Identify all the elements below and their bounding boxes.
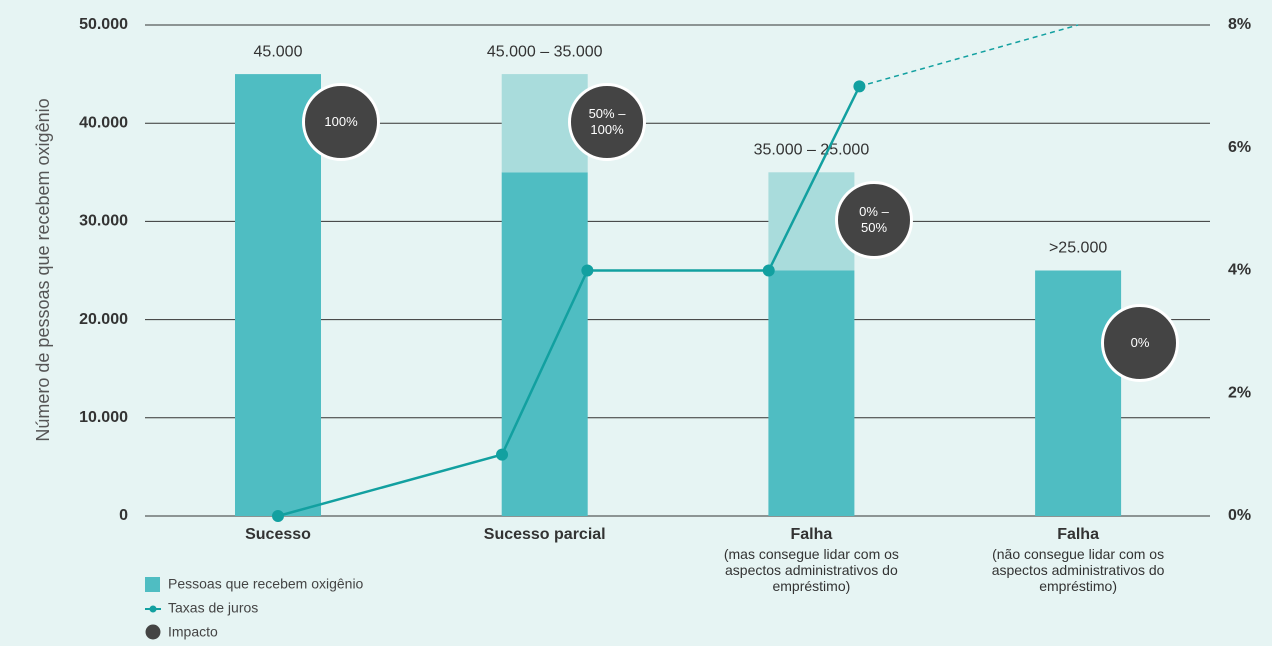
x-tick-label: Sucesso [245,526,311,543]
line-marker [581,264,594,277]
impact-badge: 0% [1101,304,1179,382]
y-tick-label: 0 [119,507,128,524]
impact-badge: 100% [302,83,380,161]
x-tick-label: Falha [790,526,833,543]
legend-swatch [145,624,161,640]
y2-tick-label: 4% [1228,262,1251,279]
bar [501,172,588,517]
impact-badge: 50% – 100% [568,83,646,161]
y2-tick-label: 2% [1228,384,1251,401]
line-marker [762,264,775,277]
y2-tick-label: 6% [1228,139,1251,156]
legend-label: Impacto [168,624,218,640]
bar-top-label: >25.000 [1049,240,1107,257]
legend-swatch [145,577,160,592]
category-note: (não consegue lidar com os aspectos admi… [991,546,1165,594]
x-tick-label: Falha [1057,526,1099,543]
y-axis-title: Número de pessoas que recebem oxigênio [33,98,53,441]
legend-label: Taxas de juros [168,600,258,616]
category-note: (mas consegue lidar com os aspectos admi… [723,546,899,594]
y2-tick-label: 8% [1228,16,1251,33]
x-tick-label: Sucesso parcial [483,526,606,543]
bar [235,74,321,516]
y-tick-label: 30.000 [79,213,128,230]
y-tick-label: 50.000 [79,16,128,33]
y2-tick-label: 0% [1228,507,1251,524]
legend-label: Pessoas que recebem oxigênio [168,576,364,592]
bar [768,270,855,516]
bar-top-label: 45.000 [254,43,303,60]
y-tick-label: 20.000 [79,311,128,328]
impact-badge: 0% – 50% [835,181,913,259]
bar [1035,270,1122,516]
y-tick-label: 10.000 [79,409,128,426]
impact-label: 100% [324,114,358,129]
impact-label: 0% – 50% [859,204,889,235]
line-marker [272,510,284,522]
bar-top-label: 45.000 – 35.000 [487,43,603,60]
bar-top-label: 35.000 – 25.000 [754,142,870,159]
impact-label: 0% [1130,335,1150,350]
line-marker [496,448,509,461]
impact-label: 50% – 100% [588,106,626,137]
y-tick-label: 40.000 [79,114,128,131]
legend-swatch [149,605,157,613]
line [859,24,1079,88]
